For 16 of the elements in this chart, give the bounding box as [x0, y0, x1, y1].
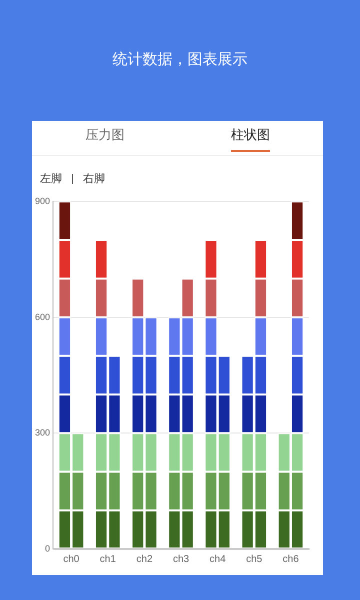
x-tick-label: ch1 — [100, 554, 116, 565]
x-tick-label: ch3 — [172, 554, 190, 565]
text: 右脚 — [83, 171, 105, 186]
x-tick-label: ch0 — [63, 554, 80, 565]
x-tick-label: ch6 — [282, 554, 300, 565]
y-tick-label: 900 — [34, 196, 50, 206]
x-tick-label: ch4 — [210, 554, 226, 565]
y-tick-label: 300 — [34, 428, 50, 438]
text: 柱状图 — [230, 122, 270, 152]
x-tick-label: ch2 — [136, 554, 153, 565]
y-tick-label: 0 — [45, 543, 50, 554]
text: 左脚 — [40, 171, 62, 186]
x-tick-label: ch5 — [246, 554, 263, 565]
chart-title: 统计数据，图表展示 — [112, 50, 248, 69]
text: 压力图 — [85, 128, 124, 143]
y-tick-label: 600 — [34, 312, 50, 322]
